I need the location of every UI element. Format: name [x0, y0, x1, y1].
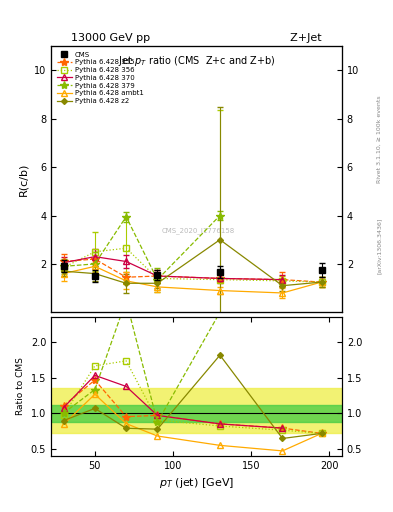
- Bar: [51, 404, 342, 422]
- X-axis label: $p_T$ (jet) [GeV]: $p_T$ (jet) [GeV]: [159, 476, 234, 490]
- Y-axis label: R(c/b): R(c/b): [18, 162, 28, 196]
- Legend: CMS, Pythia 6.428 355, Pythia 6.428 356, Pythia 6.428 370, Pythia 6.428 379, Pyt: CMS, Pythia 6.428 355, Pythia 6.428 356,…: [55, 50, 146, 106]
- Text: CMS_2020_I1776158: CMS_2020_I1776158: [162, 227, 235, 234]
- Bar: [51, 388, 342, 433]
- X-axis label: 13000 GeV pp                                        Z+Jet: 13000 GeV pp Z+Jet: [71, 33, 322, 42]
- Text: Jet $p_T$ ratio (CMS  Z+c and Z+b): Jet $p_T$ ratio (CMS Z+c and Z+b): [118, 54, 275, 68]
- Text: [arXiv:1306.3436]: [arXiv:1306.3436]: [377, 218, 382, 274]
- Y-axis label: Ratio to CMS: Ratio to CMS: [16, 357, 25, 416]
- Text: Rivet 3.1.10, ≥ 100k events: Rivet 3.1.10, ≥ 100k events: [377, 95, 382, 183]
